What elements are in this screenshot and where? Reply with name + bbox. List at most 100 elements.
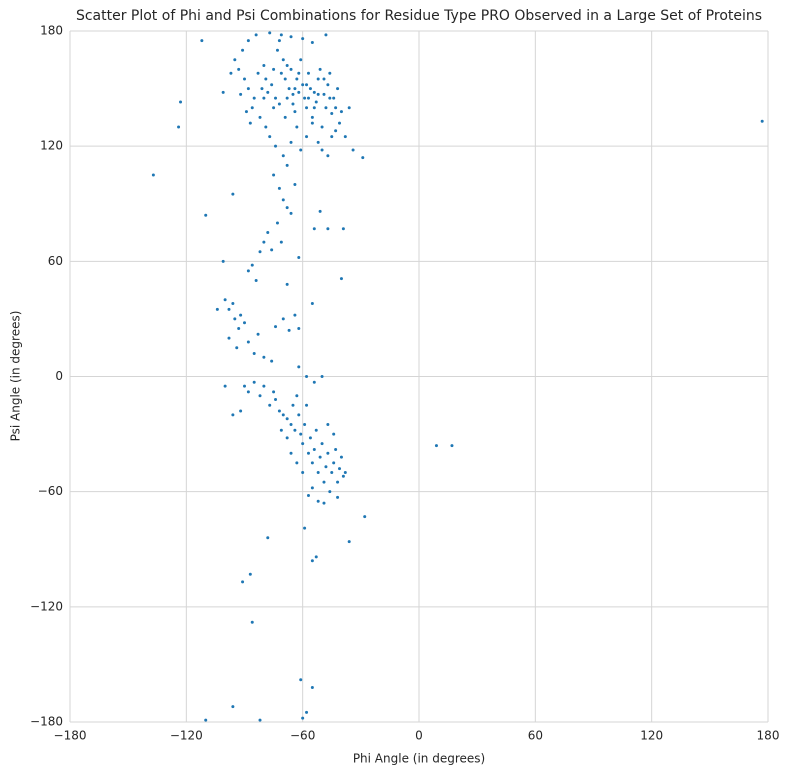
point (279, 71, 283, 75)
point (347, 540, 351, 544)
point (332, 432, 336, 436)
point (151, 173, 155, 177)
point (204, 718, 208, 722)
point (258, 115, 262, 119)
point (306, 71, 310, 75)
point (305, 135, 309, 139)
point (291, 403, 295, 407)
point (285, 282, 289, 286)
point (270, 83, 274, 87)
point (275, 221, 279, 225)
y-tick-label: −60 (38, 484, 63, 498)
point (326, 227, 330, 231)
point (221, 90, 225, 94)
point (320, 442, 324, 446)
point (334, 106, 338, 110)
point (334, 447, 338, 451)
point (324, 33, 328, 37)
point (281, 198, 285, 202)
point (303, 526, 307, 530)
point (229, 71, 233, 75)
y-tick-label: 0 (55, 369, 63, 383)
point (231, 302, 235, 306)
point (252, 96, 256, 100)
point (326, 83, 330, 87)
point (297, 413, 301, 417)
point (289, 451, 293, 455)
y-tick-label: −120 (30, 599, 63, 613)
point (328, 490, 332, 494)
point (285, 417, 289, 421)
point (347, 106, 351, 110)
point (277, 186, 281, 190)
point (291, 92, 295, 96)
point (334, 129, 338, 133)
point (305, 710, 309, 714)
point (293, 313, 297, 317)
x-tick-label: 60 (528, 729, 543, 743)
point (310, 685, 314, 689)
point (274, 96, 278, 100)
point (336, 480, 340, 484)
point (248, 121, 252, 125)
point (227, 336, 231, 340)
point (330, 470, 334, 474)
point (341, 474, 345, 478)
point (289, 211, 293, 215)
point (312, 447, 316, 451)
point (231, 413, 235, 417)
point (293, 428, 297, 432)
y-tick-label: 60 (48, 254, 63, 268)
point (297, 255, 301, 259)
chart-title: Scatter Plot of Phi and Psi Combinations… (76, 8, 762, 24)
point (268, 135, 272, 139)
point (338, 121, 342, 125)
point (303, 96, 307, 100)
point (316, 499, 320, 503)
x-tick-label: 120 (640, 729, 663, 743)
point (287, 328, 291, 332)
point (289, 422, 293, 426)
point (243, 77, 246, 81)
point (237, 327, 241, 331)
point (305, 375, 309, 378)
point (250, 620, 254, 624)
point (239, 92, 243, 96)
point (250, 106, 254, 110)
point (297, 365, 301, 369)
point (314, 555, 318, 559)
point (324, 465, 328, 469)
point (285, 436, 289, 440)
point (305, 83, 309, 87)
y-tick-label: 120 (40, 139, 63, 153)
point (320, 375, 324, 378)
x-axis-label: Phi Angle (in degrees) (353, 752, 485, 766)
point (295, 77, 299, 81)
point (297, 327, 301, 331)
point (262, 96, 266, 100)
point (277, 409, 281, 413)
point (336, 495, 340, 499)
point (244, 110, 248, 114)
point (283, 115, 287, 119)
point (285, 96, 289, 100)
y-tick-label: 180 (40, 24, 63, 38)
point (330, 135, 334, 139)
point (310, 461, 314, 465)
x-tick-label: −180 (54, 729, 87, 743)
point (343, 470, 347, 474)
point (450, 444, 454, 448)
point (289, 140, 293, 144)
point (281, 317, 285, 321)
point (316, 140, 320, 144)
point (322, 480, 326, 484)
point (305, 106, 309, 110)
point (310, 559, 314, 563)
point (246, 390, 250, 394)
point (239, 313, 243, 317)
point (266, 90, 270, 94)
point (312, 90, 316, 94)
point (223, 298, 227, 302)
point (243, 384, 246, 388)
